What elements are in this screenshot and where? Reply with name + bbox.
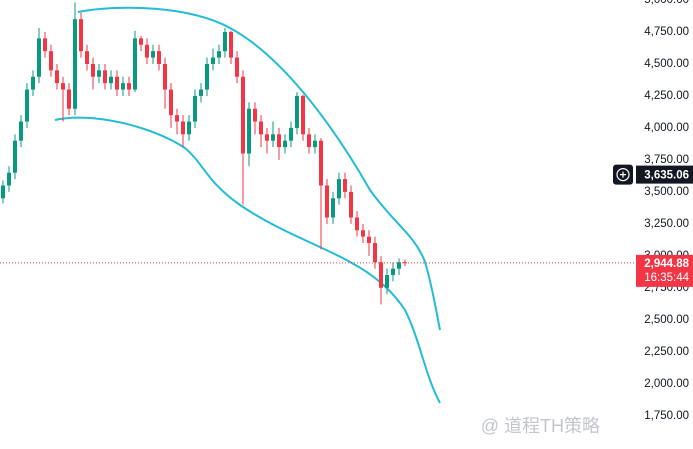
candle-body <box>241 76 245 154</box>
y-tick-label: 2,000.00 <box>644 378 689 390</box>
y-tick-label: 4,250.00 <box>644 90 689 102</box>
crosshair-box <box>636 165 693 184</box>
countdown-label: 16:35:44 <box>644 272 689 284</box>
candle-body <box>193 95 197 122</box>
candle-body <box>133 38 137 90</box>
candle-body <box>199 89 203 96</box>
y-tick-label: 2,250.00 <box>644 346 689 358</box>
candle-body <box>31 76 35 90</box>
crosshair-label: 3,635.06 <box>644 170 689 182</box>
candle-body <box>151 51 155 58</box>
candle-body <box>163 63 167 90</box>
candle-body <box>307 134 311 148</box>
candle-body <box>43 38 47 52</box>
candle-body <box>37 38 41 77</box>
candle-body <box>289 127 293 141</box>
candle-body <box>127 83 131 90</box>
candle-body <box>79 19 83 52</box>
y-tick-label: 3,500.00 <box>644 186 689 198</box>
candle-body <box>205 63 209 90</box>
candle-body <box>97 70 101 77</box>
candle-body <box>103 70 107 84</box>
candle-body <box>1 185 5 199</box>
upper-band <box>77 6 441 331</box>
candle-body <box>355 217 359 231</box>
candle-body <box>271 134 275 141</box>
candle-body <box>301 95 305 135</box>
candle-body <box>349 191 353 218</box>
last-price-label: 2,944.88 <box>644 258 689 270</box>
candle-body <box>319 140 323 186</box>
candle-body <box>115 76 119 90</box>
candle-body <box>145 44 149 58</box>
y-tick-label: 2,500.00 <box>644 314 689 326</box>
candle-body <box>217 51 221 58</box>
candle-body <box>331 198 335 218</box>
candle-body <box>19 121 23 141</box>
candle-body <box>13 140 17 173</box>
plot <box>0 2 634 305</box>
candle-body <box>229 31 233 58</box>
candle-body <box>277 134 281 148</box>
candle-body <box>49 51 53 71</box>
candle-body <box>109 76 113 84</box>
candle-body <box>25 89 29 122</box>
y-tick-label: 5,000.00 <box>644 0 689 6</box>
candle-body <box>169 89 173 116</box>
candle-body <box>379 262 383 288</box>
candle-body <box>187 121 191 135</box>
candle-body <box>391 268 395 276</box>
add-alert-icon <box>616 168 630 182</box>
candle-body <box>139 38 143 45</box>
candle-body <box>259 121 263 135</box>
y-tick-label: 3,250.00 <box>644 218 689 230</box>
candle-body <box>325 185 329 218</box>
candle-body <box>295 95 299 128</box>
candle-body <box>223 31 227 52</box>
candle-body <box>67 89 71 109</box>
add-alert-plus <box>620 171 626 178</box>
candle-body <box>55 70 59 84</box>
y-tick-label: 4,000.00 <box>644 122 689 134</box>
candle-body <box>235 57 239 77</box>
candle-body <box>61 83 65 90</box>
last-price-box <box>636 254 693 287</box>
y-tick-label: 1,750.00 <box>644 410 689 422</box>
y-tick-label: 4,500.00 <box>644 58 689 70</box>
candle-body <box>385 275 389 288</box>
candle-body <box>157 51 161 64</box>
y-tick-label: 4,750.00 <box>644 26 689 38</box>
price-axis: 5,000.00 4,750.00 4,500.00 4,250.00 4,000.00… <box>613 0 693 422</box>
candle-body <box>85 51 89 64</box>
candle-body <box>247 108 251 154</box>
candle-body <box>253 108 257 122</box>
candle-body <box>313 140 317 148</box>
candle-body <box>175 115 179 122</box>
candle-body <box>121 83 125 90</box>
candle-body <box>73 19 77 109</box>
candle-body <box>367 236 371 244</box>
candle-body <box>397 262 401 269</box>
candle-body <box>7 172 11 186</box>
lower-band <box>54 116 441 404</box>
candle-body <box>181 121 185 135</box>
candle-body <box>91 63 95 77</box>
candle-body <box>283 140 287 148</box>
y-tick-label: 3,750.00 <box>644 154 689 166</box>
candle-body <box>373 243 377 263</box>
candle-body <box>361 230 365 237</box>
candle-body <box>343 179 347 192</box>
candle-body <box>265 134 269 141</box>
candle-body <box>211 57 215 64</box>
watermark: @ 道程TH策略 <box>481 416 600 436</box>
candle-body <box>337 179 341 199</box>
